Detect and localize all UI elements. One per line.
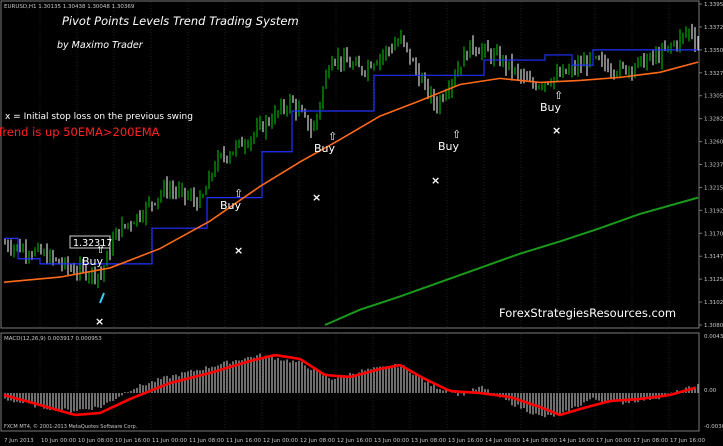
time-tick-label: 13 Jun 16:00 [448, 438, 483, 444]
time-tick-label: 7 Jun 2013 [4, 438, 34, 444]
indicator-info: MACD(12,26,9) 0.003917 0.000953 [4, 336, 102, 342]
price-tick-label: 1.33275 [704, 71, 723, 77]
stop-loss-marker: × [312, 191, 321, 204]
price-tick-label: 1.31250 [704, 277, 723, 283]
price-tick-label: 1.33725 [704, 25, 723, 31]
stop-loss-marker: × [552, 124, 561, 137]
price-tick-label: 1.33950 [704, 2, 723, 8]
time-tick-label: 11 Jun 08:00 [189, 438, 224, 444]
time-tick-label: 14 Jun 08:00 [522, 438, 557, 444]
ema200-line [324, 196, 699, 326]
price-tick-label: 1.32150 [704, 185, 723, 191]
price-tick-label: 1.31025 [704, 300, 723, 306]
time-tick-label: 11 Jun 16:00 [226, 438, 261, 444]
time-tick-label: 17 Jun 08:00 [633, 438, 668, 444]
ema50-line [3, 61, 699, 283]
buy-signal-2: Buy [220, 199, 242, 212]
up-arrow-icon: ⇧ [554, 89, 563, 102]
up-arrow-icon: ⇧ [234, 187, 243, 200]
stop-loss-marker: × [431, 174, 440, 187]
pivot-polyline [4, 49, 698, 265]
price-axis: 1.33950 1.33725 1.33500 1.33275 1.33050 1.328… [699, 2, 723, 430]
price-tick-label: 1.31475 [704, 254, 723, 260]
watermark: ForexStrategiesResources.com [499, 306, 676, 320]
stop-loss-marker: × [95, 315, 104, 328]
time-tick-label: 17 Jun 16:00 [670, 438, 705, 444]
up-arrow-icon: ⇧ [328, 130, 337, 143]
ema-lines [3, 61, 699, 326]
copyright: FXCM MT4, © 2001-2013 MetaQuotes Softwar… [4, 423, 138, 430]
buy-signal-1: Buy [82, 255, 104, 268]
trend-note: Trend is up 50EMA>200EMA [0, 125, 160, 139]
time-tick-label: 14 Jun 16:00 [559, 438, 594, 444]
time-tick-label: 14 Jun 00:00 [485, 438, 520, 444]
price-grid [39, 2, 670, 327]
price-tick-label: 1.33050 [704, 94, 723, 100]
price-box [69, 235, 111, 249]
price-tick-label: 1.31925 [704, 208, 723, 214]
entry-marker [99, 292, 105, 304]
macd-histogram [4, 353, 699, 418]
time-tick-label: 13 Jun 08:00 [411, 438, 446, 444]
macd-tick-label: 0.00 [704, 388, 717, 394]
stop-loss-marker: × [234, 244, 243, 257]
time-tick-label: 11 Jun 00:00 [152, 438, 187, 444]
buy-signal-3: Buy [314, 142, 336, 155]
system-title: Pivot Points Levels Trend Trading System [62, 14, 299, 28]
time-tick-label: 12 Jun 00:00 [263, 438, 298, 444]
time-tick-label: 12 Jun 16:00 [337, 438, 372, 444]
macd-tick-label: 0.004355 [704, 334, 723, 340]
time-tick-label: 10 Jun 00:00 [41, 438, 76, 444]
price-box-label: 1.32317 [73, 238, 112, 249]
macd-signal-line [3, 353, 697, 417]
price-tick-label: 1.32825 [704, 117, 723, 123]
time-axis: 7 Jun 2013 10 Jun 00:00 10 Jun 08:00 10 Jun… [4, 438, 705, 444]
price-tick-label: 1.31700 [704, 231, 723, 237]
price-tick-label: 1.32600 [704, 140, 723, 146]
up-arrow-icon: ⇧ [452, 128, 461, 141]
price-tick-label: 1.32375 [704, 163, 723, 169]
candlesticks [4, 23, 699, 289]
time-tick-label: 10 Jun 16:00 [115, 438, 150, 444]
buy-signals: ⇧Buy⇧Buy⇧Buy⇧Buy⇧Buy××××× [82, 89, 563, 328]
time-tick-label: 13 Jun 00:00 [374, 438, 409, 444]
buy-signal-5: Buy [540, 101, 562, 114]
macd-signal-path [3, 353, 697, 417]
stop-loss-note: x = Initial stop loss on the previous sw… [5, 112, 193, 122]
up-arrow-icon: ⇧ [96, 243, 105, 256]
symbol-info: EURUSD,H1 1.30135 1.30438 1.30048 1.3036… [4, 4, 135, 10]
macd-tick-label: -0.003027 [704, 424, 723, 430]
price-tick-label: 1.33500 [704, 48, 723, 54]
time-tick-label: 17 Jun 00:00 [596, 438, 631, 444]
buy-signal-4: Buy [438, 140, 460, 153]
time-tick-label: 12 Jun 08:00 [300, 438, 335, 444]
time-tick-label: 10 Jun 08:00 [78, 438, 113, 444]
pivot-line [4, 49, 698, 265]
author-label: by Maximo Trader [57, 40, 144, 51]
